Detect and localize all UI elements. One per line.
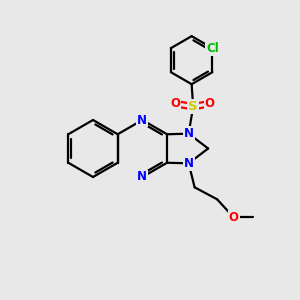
Text: O: O: [170, 97, 180, 110]
Text: N: N: [184, 127, 194, 140]
Text: N: N: [137, 113, 147, 127]
Text: O: O: [229, 211, 238, 224]
Text: Cl: Cl: [206, 42, 219, 55]
Text: S: S: [188, 100, 198, 113]
Text: O: O: [205, 97, 214, 110]
Text: N: N: [184, 157, 194, 170]
Text: N: N: [137, 170, 147, 184]
